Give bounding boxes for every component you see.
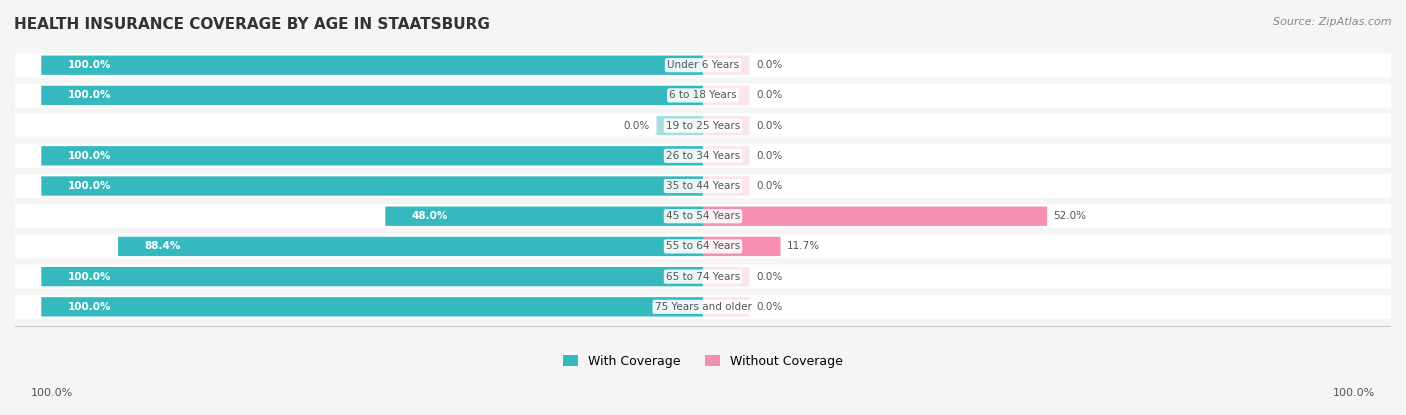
Text: 88.4%: 88.4% <box>145 242 181 251</box>
Text: 0.0%: 0.0% <box>664 121 690 131</box>
Text: 0.0%: 0.0% <box>624 121 650 131</box>
Text: 45 to 54 Years: 45 to 54 Years <box>666 211 740 221</box>
FancyBboxPatch shape <box>703 267 749 286</box>
FancyBboxPatch shape <box>15 204 1391 228</box>
FancyBboxPatch shape <box>703 297 749 317</box>
FancyBboxPatch shape <box>15 114 1391 138</box>
FancyBboxPatch shape <box>385 207 703 226</box>
FancyBboxPatch shape <box>41 176 703 196</box>
FancyBboxPatch shape <box>703 207 1047 226</box>
Legend: With Coverage, Without Coverage: With Coverage, Without Coverage <box>558 350 848 373</box>
FancyBboxPatch shape <box>15 53 1391 77</box>
Text: 26 to 34 Years: 26 to 34 Years <box>666 151 740 161</box>
FancyBboxPatch shape <box>15 174 1391 198</box>
FancyBboxPatch shape <box>15 295 1391 319</box>
Text: 100.0%: 100.0% <box>67 151 111 161</box>
FancyBboxPatch shape <box>41 56 703 75</box>
Text: 65 to 74 Years: 65 to 74 Years <box>666 272 740 282</box>
FancyBboxPatch shape <box>15 83 1391 107</box>
FancyBboxPatch shape <box>703 146 749 166</box>
FancyBboxPatch shape <box>703 86 749 105</box>
Text: Under 6 Years: Under 6 Years <box>666 60 740 70</box>
FancyBboxPatch shape <box>657 116 703 135</box>
Text: 100.0%: 100.0% <box>67 272 111 282</box>
Text: 0.0%: 0.0% <box>756 121 782 131</box>
FancyBboxPatch shape <box>41 146 703 166</box>
FancyBboxPatch shape <box>703 237 780 256</box>
FancyBboxPatch shape <box>118 237 703 256</box>
FancyBboxPatch shape <box>15 264 1391 289</box>
FancyBboxPatch shape <box>703 56 749 75</box>
Text: 0.0%: 0.0% <box>756 151 782 161</box>
Text: 100.0%: 100.0% <box>1333 388 1375 398</box>
Text: 35 to 44 Years: 35 to 44 Years <box>666 181 740 191</box>
Text: 0.0%: 0.0% <box>756 302 782 312</box>
FancyBboxPatch shape <box>15 144 1391 168</box>
Text: 11.7%: 11.7% <box>787 242 820 251</box>
Text: 0.0%: 0.0% <box>756 181 782 191</box>
Text: 52.0%: 52.0% <box>1053 211 1087 221</box>
FancyBboxPatch shape <box>41 297 703 317</box>
Text: 0.0%: 0.0% <box>756 60 782 70</box>
Text: 6 to 18 Years: 6 to 18 Years <box>669 90 737 100</box>
Text: 19 to 25 Years: 19 to 25 Years <box>666 121 740 131</box>
Text: 0.0%: 0.0% <box>756 90 782 100</box>
Text: Source: ZipAtlas.com: Source: ZipAtlas.com <box>1274 17 1392 27</box>
Text: 48.0%: 48.0% <box>412 211 449 221</box>
Text: 75 Years and older: 75 Years and older <box>655 302 751 312</box>
Text: 100.0%: 100.0% <box>31 388 73 398</box>
FancyBboxPatch shape <box>703 176 749 196</box>
FancyBboxPatch shape <box>703 116 749 135</box>
Text: HEALTH INSURANCE COVERAGE BY AGE IN STAATSBURG: HEALTH INSURANCE COVERAGE BY AGE IN STAA… <box>14 17 489 32</box>
Text: 100.0%: 100.0% <box>67 302 111 312</box>
FancyBboxPatch shape <box>41 86 703 105</box>
Text: 100.0%: 100.0% <box>67 181 111 191</box>
FancyBboxPatch shape <box>41 267 703 286</box>
Text: 0.0%: 0.0% <box>756 272 782 282</box>
Text: 100.0%: 100.0% <box>67 60 111 70</box>
Text: 100.0%: 100.0% <box>67 90 111 100</box>
FancyBboxPatch shape <box>15 234 1391 259</box>
Text: 55 to 64 Years: 55 to 64 Years <box>666 242 740 251</box>
